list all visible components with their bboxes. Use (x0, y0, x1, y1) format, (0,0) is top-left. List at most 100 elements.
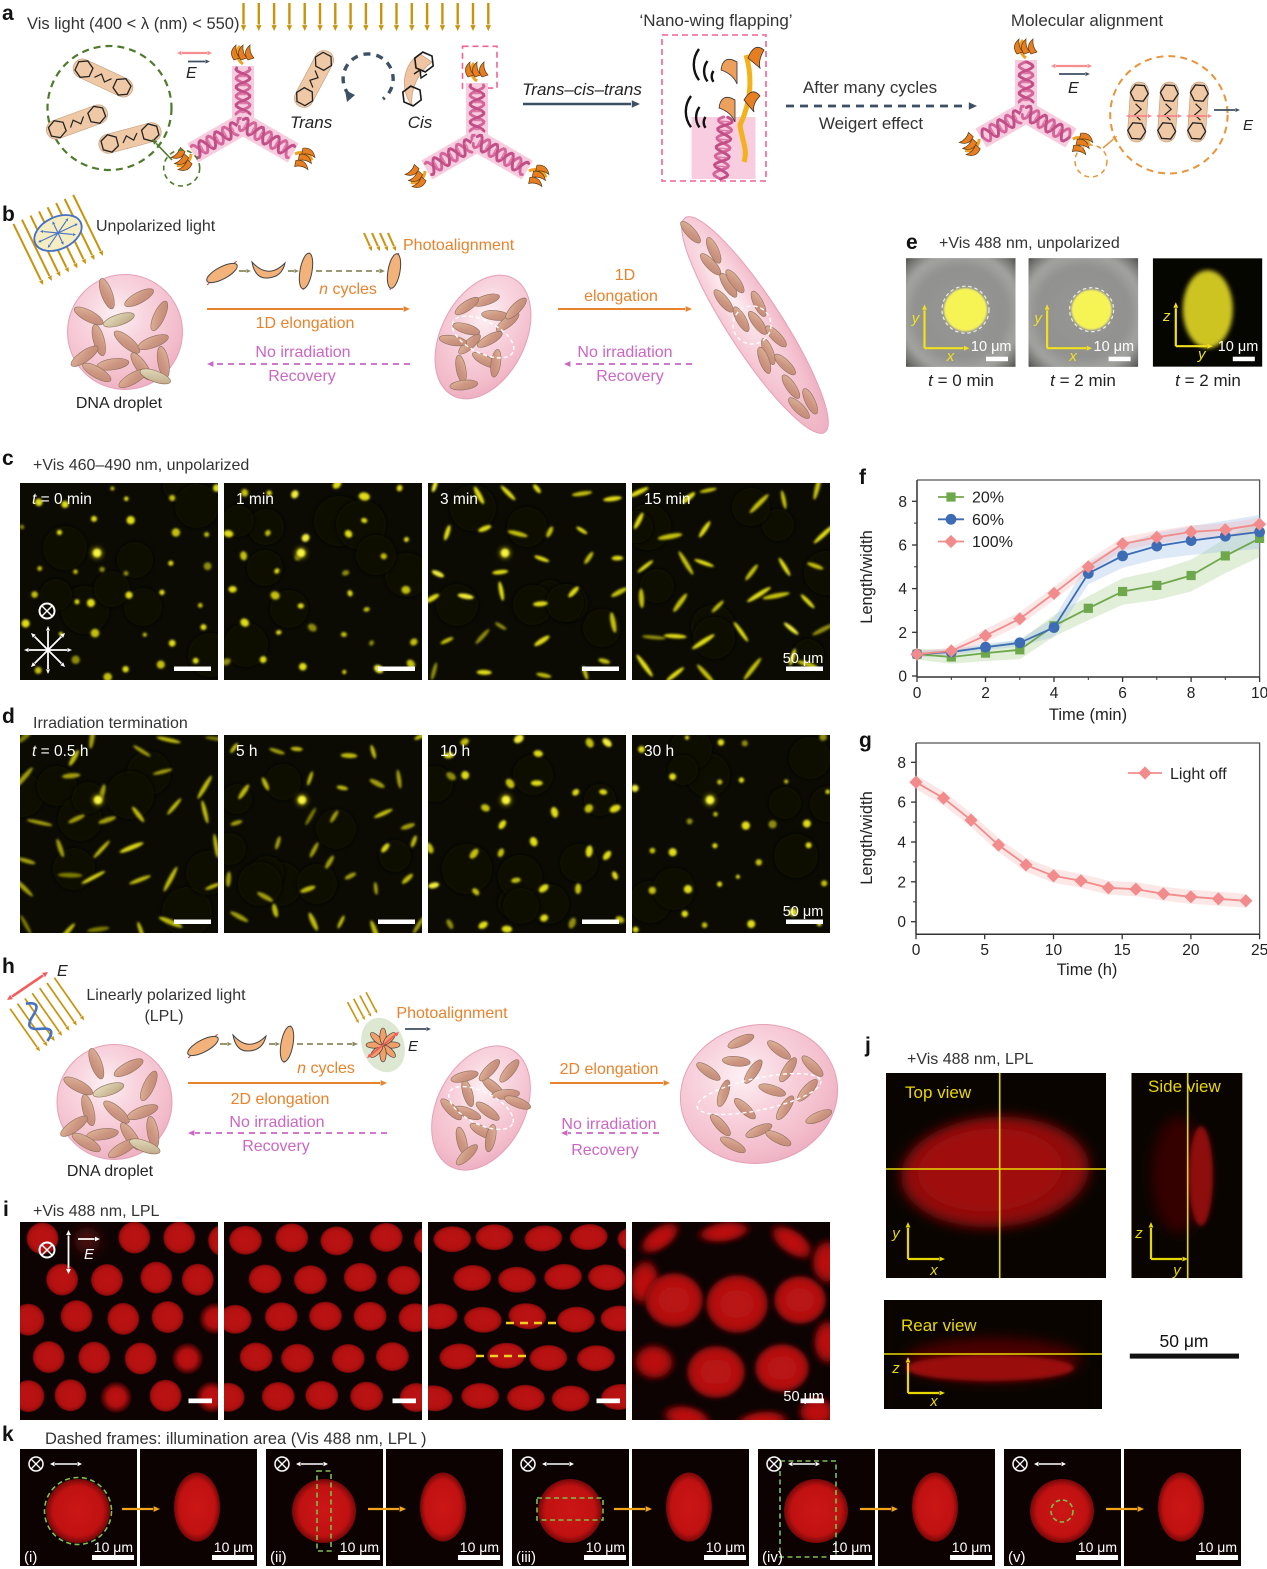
svg-text:10 μm: 10 μm (1198, 1539, 1237, 1555)
svg-text:+Vis 488 nm, unpolarized: +Vis 488 nm, unpolarized (939, 235, 1120, 252)
svg-text:2: 2 (897, 874, 906, 891)
svg-text:50 μm: 50 μm (1160, 1331, 1209, 1351)
svg-text:2: 2 (981, 685, 990, 702)
svg-text:10: 10 (1251, 685, 1267, 702)
svg-text:10 μm: 10 μm (214, 1539, 253, 1555)
svg-text:(LPL): (LPL) (144, 1008, 183, 1025)
svg-text:t = 0 min: t = 0 min (928, 371, 994, 390)
svg-text:4: 4 (898, 581, 907, 598)
svg-text:h: h (2, 955, 15, 978)
svg-text:Recovery: Recovery (596, 368, 664, 385)
svg-text:y: y (1033, 310, 1043, 327)
svg-text:E: E (186, 65, 197, 82)
svg-text:4: 4 (1050, 685, 1059, 702)
svg-text:10: 10 (1045, 942, 1063, 959)
svg-text:0: 0 (913, 685, 922, 702)
svg-text:e: e (906, 231, 918, 254)
svg-text:DNA droplet: DNA droplet (76, 395, 163, 412)
svg-text:4: 4 (897, 835, 906, 852)
svg-text:Recovery: Recovery (242, 1138, 310, 1155)
svg-text:x: x (929, 1262, 938, 1279)
svg-text:15 min: 15 min (644, 491, 691, 508)
svg-text:E: E (1243, 117, 1254, 134)
svg-text:c: c (2, 447, 14, 470)
svg-text:No irradiation: No irradiation (577, 344, 672, 361)
svg-text:No irradiation: No irradiation (561, 1116, 656, 1133)
svg-text:Dashed frames: illumination ar: Dashed frames: illumination area (Vis 48… (45, 1430, 427, 1448)
svg-text:50 μm: 50 μm (783, 904, 824, 920)
svg-text:10 μm: 10 μm (952, 1539, 991, 1555)
svg-text:Length/width: Length/width (858, 791, 876, 885)
svg-text:f: f (859, 466, 867, 489)
svg-text:E: E (84, 1246, 95, 1263)
svg-text:8: 8 (1187, 685, 1196, 702)
svg-text:k: k (2, 1423, 14, 1446)
svg-text:Photoalignment: Photoalignment (396, 1005, 508, 1022)
svg-text:10 μm: 10 μm (706, 1539, 745, 1555)
svg-text:Length/width: Length/width (858, 530, 876, 624)
svg-text:elongation: elongation (584, 288, 658, 305)
svg-text:Linearly polarized light: Linearly polarized light (86, 987, 246, 1004)
svg-text:15: 15 (1114, 942, 1131, 959)
svg-text:b: b (2, 203, 15, 226)
svg-text:(i): (i) (24, 1549, 37, 1566)
svg-text:10 μm: 10 μm (1094, 339, 1135, 355)
svg-text:Molecular alignment: Molecular alignment (1011, 11, 1163, 30)
svg-text:x: x (929, 1393, 938, 1410)
svg-text:a: a (2, 2, 14, 25)
svg-text:Time (min): Time (min) (1049, 706, 1127, 724)
svg-text:8: 8 (897, 755, 906, 772)
svg-text:Light off: Light off (1170, 766, 1227, 783)
svg-text:E: E (408, 1038, 419, 1055)
svg-text:x: x (946, 348, 955, 365)
svg-text:j: j (864, 1034, 871, 1057)
svg-text:10 h: 10 h (440, 743, 470, 760)
svg-text:5: 5 (980, 942, 989, 959)
svg-text:6: 6 (897, 795, 906, 812)
svg-text:z: z (1162, 308, 1171, 325)
svg-text:E: E (57, 963, 68, 980)
svg-text:DNA droplet: DNA droplet (67, 1163, 154, 1180)
svg-text:(iii): (iii) (516, 1549, 536, 1566)
svg-text:10 μm: 10 μm (971, 339, 1012, 355)
svg-text:g: g (859, 729, 872, 752)
svg-text:1D elongation: 1D elongation (256, 315, 355, 332)
svg-text:3 min: 3 min (440, 491, 478, 508)
svg-text:0: 0 (898, 669, 907, 686)
svg-text:10 μm: 10 μm (460, 1539, 499, 1555)
svg-text:x: x (1068, 348, 1077, 365)
svg-text:50 μm: 50 μm (783, 651, 824, 667)
svg-text:20: 20 (1182, 942, 1200, 959)
svg-text:y: y (911, 310, 921, 327)
svg-text:100%: 100% (972, 534, 1013, 551)
svg-text:Vis light (400 < λ (nm) < 550): Vis light (400 < λ (nm) < 550) (27, 15, 239, 33)
svg-text:t = 2 min: t = 2 min (1175, 371, 1241, 390)
svg-text:1 min: 1 min (236, 491, 274, 508)
svg-text:z: z (891, 1360, 900, 1377)
svg-text:6: 6 (898, 538, 907, 555)
svg-text:y: y (1172, 1262, 1182, 1279)
svg-text:t = 2 min: t = 2 min (1050, 371, 1116, 390)
svg-text:10 μm: 10 μm (586, 1539, 625, 1555)
svg-text:Recovery: Recovery (571, 1142, 639, 1159)
svg-text:30 h: 30 h (644, 743, 674, 760)
svg-text:y: y (1197, 346, 1207, 363)
svg-text:10 μm: 10 μm (1218, 339, 1259, 355)
svg-text:z: z (1134, 1225, 1143, 1242)
svg-text:t = 0.5 h: t = 0.5 h (32, 743, 88, 760)
svg-text:Top view: Top view (905, 1083, 972, 1102)
svg-text:Recovery: Recovery (268, 368, 336, 385)
svg-text:(ii): (ii) (270, 1549, 287, 1566)
svg-text:10 μm: 10 μm (94, 1539, 133, 1555)
svg-text:0: 0 (897, 914, 906, 931)
svg-text:10 μm: 10 μm (1078, 1539, 1117, 1555)
svg-text:Time (h): Time (h) (1057, 961, 1118, 979)
svg-text:25: 25 (1251, 942, 1267, 959)
svg-text:t = 0 min: t = 0 min (32, 491, 92, 508)
svg-text:Trans–cis–trans: Trans–cis–trans (522, 80, 642, 99)
svg-text:(v): (v) (1008, 1549, 1026, 1566)
svg-text:1D: 1D (615, 267, 635, 284)
svg-text:+Vis 460–490 nm, unpolarized: +Vis 460–490 nm, unpolarized (33, 457, 249, 474)
svg-text:E: E (1068, 80, 1079, 97)
svg-text:(iv): (iv) (762, 1549, 783, 1566)
